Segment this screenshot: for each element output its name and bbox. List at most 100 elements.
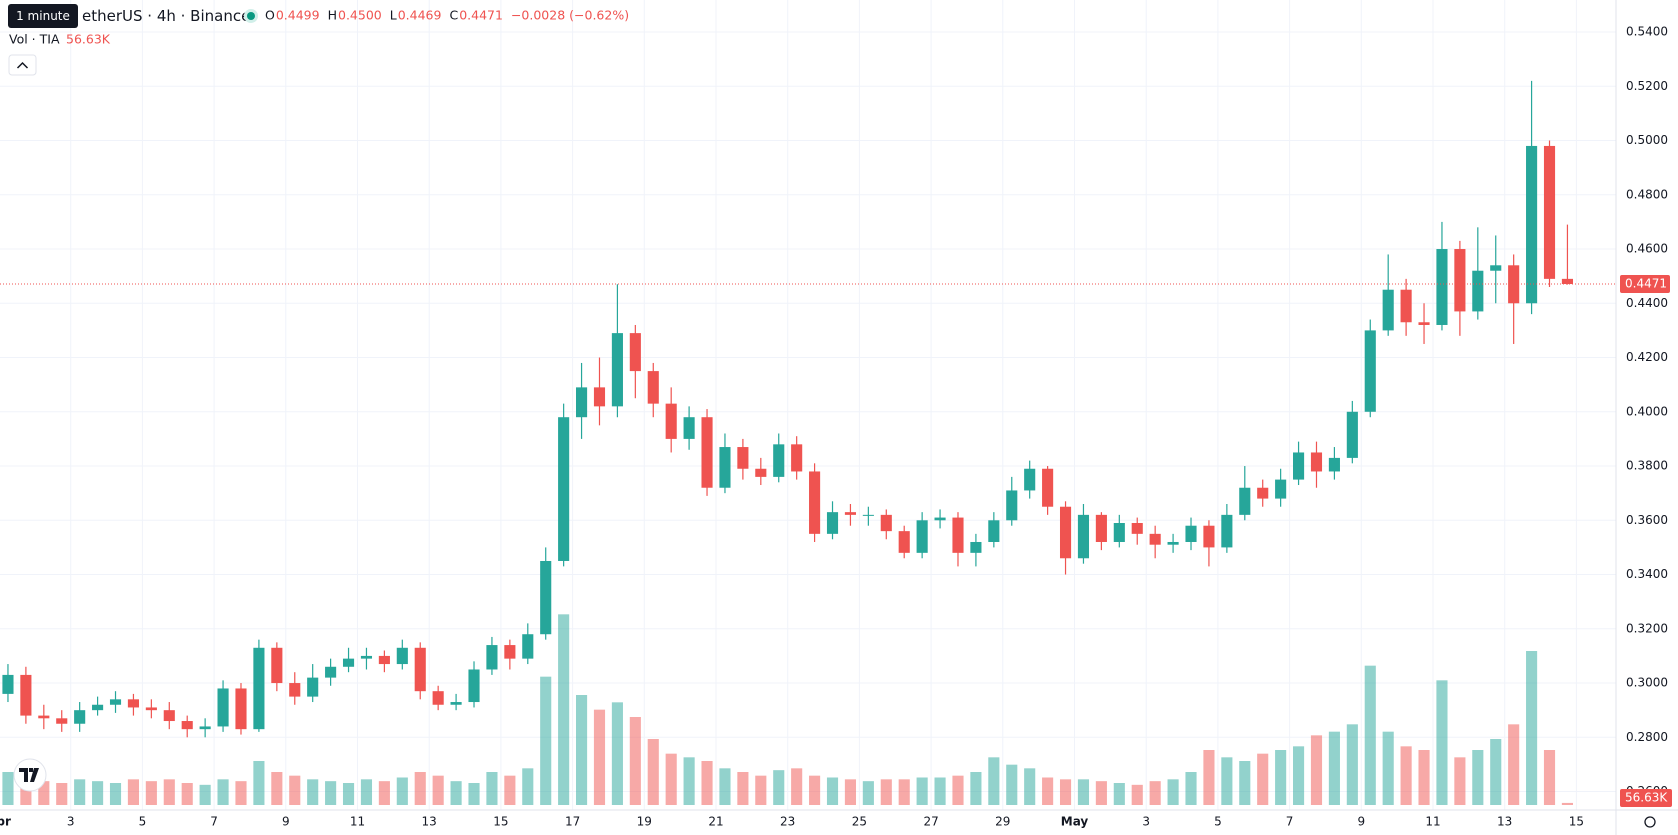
- x-tick-label: 19: [637, 815, 652, 829]
- last-price-label: 0.4471: [1625, 277, 1667, 291]
- last-price-box: [1620, 275, 1670, 294]
- volume-bar: [1167, 779, 1179, 805]
- volume-bar: [629, 717, 641, 805]
- y-tick-label: 0.5000: [1626, 133, 1668, 147]
- legend-key: O: [265, 8, 275, 23]
- candle-body: [38, 715, 50, 719]
- volume-bar: [74, 779, 86, 805]
- candle-body: [773, 444, 785, 477]
- candle-body: [2, 674, 14, 694]
- candle-body: [1543, 145, 1556, 279]
- candle-body: [1454, 249, 1466, 312]
- volume-bar: [486, 772, 498, 805]
- candle-body: [719, 447, 731, 488]
- volume-bar: [934, 777, 946, 805]
- candle-body: [1149, 533, 1161, 545]
- candle-body: [1508, 265, 1520, 304]
- candle-body: [342, 658, 355, 667]
- candle-body: [253, 647, 265, 730]
- collapse-icon: [16, 61, 29, 69]
- volume-bar: [916, 777, 928, 805]
- volume-bar: [360, 779, 373, 805]
- candle-body: [1346, 411, 1358, 458]
- volume-bar: [647, 739, 659, 805]
- volume-bar: [611, 702, 623, 805]
- candle-body: [504, 645, 516, 659]
- volume-bar: [683, 757, 695, 805]
- volume-bar: [898, 779, 910, 805]
- y-tick-label: 0.3200: [1626, 621, 1668, 635]
- volume-bar: [988, 757, 1000, 805]
- logo-badge[interactable]: [13, 758, 47, 792]
- volume-bar: [235, 781, 247, 805]
- volume-bar: [522, 768, 534, 805]
- ohlc-legend: O 0.4499 H 0.4500 L 0.4469 C 0.4471 −0.0028 (−0.…: [265, 8, 629, 23]
- candle-body: [791, 444, 803, 472]
- legend-key: H: [328, 8, 337, 23]
- volume-bar: [1328, 731, 1340, 805]
- candle-body: [1328, 457, 1340, 472]
- candle-body: [1059, 506, 1072, 559]
- candle-body: [1561, 278, 1573, 285]
- volume-bar: [1042, 777, 1054, 805]
- volume-bar: [755, 775, 767, 805]
- volume-bar: [576, 695, 588, 805]
- y-tick-label: 0.2800: [1626, 730, 1668, 744]
- candle-body: [1257, 487, 1269, 499]
- candle-body: [289, 683, 301, 697]
- y-tick-label: 0.5200: [1626, 79, 1668, 93]
- candle-body: [1042, 468, 1054, 507]
- volume-bar: [199, 784, 211, 805]
- y-tick-label: 0.4200: [1626, 350, 1668, 364]
- candle-body: [593, 387, 606, 407]
- volume-bar: [342, 783, 355, 805]
- candle-body: [1310, 452, 1323, 472]
- candle-body: [1275, 479, 1287, 499]
- candle-body: [468, 669, 480, 703]
- candle-body: [988, 520, 1000, 542]
- candle-body: [414, 647, 426, 692]
- volume-bar: [127, 779, 139, 805]
- volume-bar: [1185, 772, 1197, 805]
- volume-bar: [1310, 735, 1323, 805]
- legend-value: 0.4499: [276, 8, 320, 23]
- x-tick-label: 29: [995, 815, 1010, 829]
- x-tick-label: 5: [1214, 815, 1222, 829]
- candle-body: [916, 520, 928, 553]
- volume-bar: [1346, 724, 1358, 805]
- candle-body: [1024, 468, 1036, 491]
- candle-body: [1006, 490, 1018, 521]
- volume-bar: [145, 781, 157, 805]
- volume-bar: [1382, 731, 1394, 805]
- volume-bar: [665, 753, 677, 805]
- legend-key: C: [449, 8, 458, 23]
- volume-legend-value: 56.63K: [66, 32, 111, 47]
- x-tick-label: 9: [1357, 815, 1365, 829]
- x-tick-label: 17: [565, 815, 580, 829]
- candle-body: [396, 647, 408, 665]
- candle-body: [844, 512, 856, 515]
- x-tick-label: 13: [1497, 815, 1512, 829]
- candle-body: [20, 674, 32, 716]
- volume-bar: [719, 768, 731, 805]
- volume-bar: [1221, 757, 1233, 805]
- candle-body: [1113, 523, 1125, 542]
- volume-bar: [1293, 746, 1305, 805]
- volume-bar: [1077, 779, 1090, 805]
- collapse-button[interactable]: [8, 54, 37, 76]
- candle-body: [647, 371, 659, 404]
- volume-bar: [450, 781, 462, 805]
- settings-icon[interactable]: [1644, 816, 1656, 828]
- candle-body: [127, 699, 139, 708]
- x-tick-label: 3: [67, 815, 75, 829]
- volume-bar: [1095, 781, 1107, 805]
- candle-body: [74, 710, 86, 724]
- candle-body: [1167, 541, 1179, 545]
- volume-bar: [970, 772, 982, 805]
- volume-bar: [1543, 750, 1556, 805]
- candle-body: [522, 634, 534, 659]
- volume-bar: [2, 772, 14, 805]
- candle-body: [970, 541, 982, 553]
- volume-bar: [289, 775, 301, 805]
- symbol-title[interactable]: etherUS · 4h · Binance: [82, 7, 250, 25]
